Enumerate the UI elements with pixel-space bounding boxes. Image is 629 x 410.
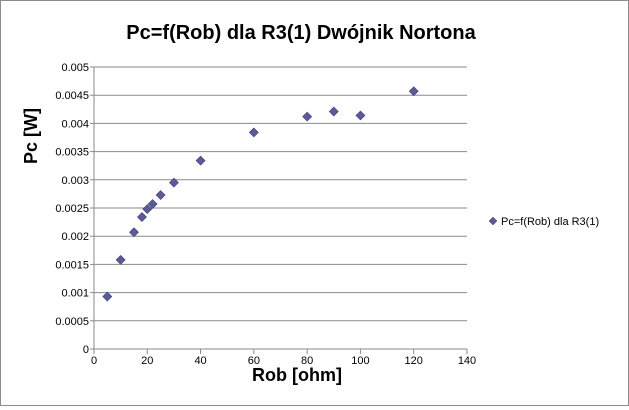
y-tick-label: 0.0015: [55, 259, 89, 271]
data-points: [102, 86, 419, 302]
y-tick-label: 0.004: [61, 118, 89, 130]
y-tick-label: 0.0035: [55, 147, 89, 159]
data-point: [137, 212, 147, 222]
axes: [90, 66, 468, 354]
chart-title: Pc=f(Rob) dla R3(1) Dwójnik Nortona: [126, 22, 476, 44]
data-point: [248, 127, 259, 138]
x-tick-label: 80: [301, 355, 313, 367]
y-tick-label: 0.002: [61, 231, 89, 243]
data-point: [302, 111, 313, 122]
x-tick-label: 120: [405, 355, 423, 367]
data-point: [408, 86, 419, 97]
y-axis-label: Pc [W]: [21, 108, 41, 164]
data-point: [115, 254, 126, 265]
x-tick-labels: 0 20 40 60 80 100 120 140: [91, 355, 476, 367]
data-point: [147, 199, 158, 209]
x-tick-label: 140: [458, 355, 476, 367]
legend: Pc=f(Rob) dla R3(1): [488, 216, 599, 228]
data-point: [328, 106, 339, 117]
data-point: [102, 291, 113, 302]
x-axis-label: Rob [ohm]: [252, 365, 342, 385]
y-tick-label: 0.0045: [55, 90, 89, 102]
y-tick-label: 0.001: [61, 288, 89, 300]
data-point: [129, 227, 139, 238]
legend-label: Pc=f(Rob) dla R3(1): [501, 216, 599, 228]
data-point: [169, 177, 179, 188]
x-tick-label: 0: [91, 355, 97, 367]
y-tick-label: 0: [83, 344, 89, 356]
x-tick-label: 20: [141, 355, 153, 367]
gridlines: [94, 66, 467, 322]
y-tick-labels: 0 0.0005 0.001 0.0015 0.002 0.0025 0.003 0.0035…: [55, 62, 89, 356]
data-point: [195, 155, 206, 166]
y-tick-label: 0.0005: [55, 316, 89, 328]
y-tick-label: 0.003: [61, 175, 89, 187]
data-point: [355, 110, 366, 121]
x-tick-label: 100: [351, 355, 369, 367]
y-tick-label: 0.0025: [55, 203, 89, 215]
y-tick-label: 0.005: [61, 62, 89, 74]
data-point: [142, 204, 153, 215]
x-tick-label: 40: [194, 355, 206, 367]
data-point: [155, 190, 166, 200]
legend-marker: [488, 216, 498, 226]
x-tick-label: 60: [248, 355, 260, 367]
